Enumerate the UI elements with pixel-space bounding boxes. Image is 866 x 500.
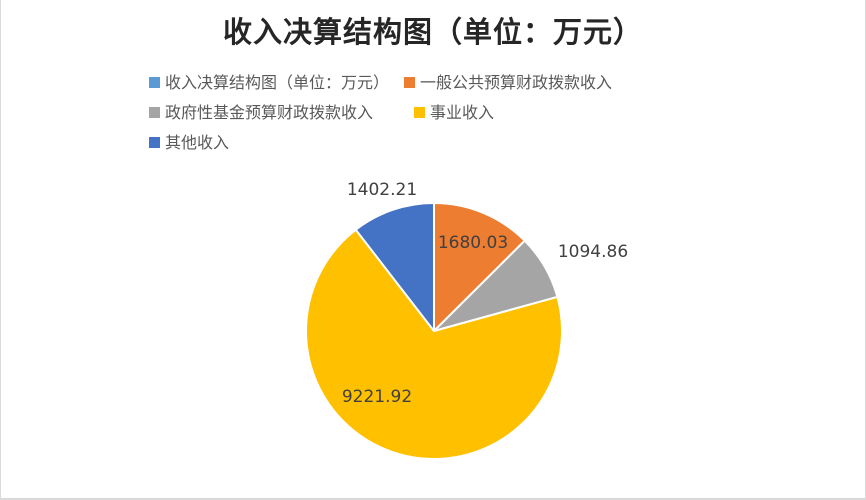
legend-label: 收入决算结构图（单位：万元） [165,73,390,92]
pie-label-business-income: 9221.92 [341,387,413,407]
legend-label: 其他收入 [165,133,230,152]
pie-slice-0 [433,202,526,332]
chart-title: 收入决算结构图（单位：万元） [222,15,643,49]
pie-slice-3 [354,202,435,332]
pie-label-general-public-budget: 1680.03 [437,233,509,253]
legend-item-general-public-budget: 一般公共预算财政拨款收入 [404,72,612,93]
pie-label-government-fund-budget: 1094.86 [557,242,629,262]
pie-label-other-income: 1402.21 [346,180,418,200]
legend-swatch-yellow [414,107,425,118]
pie-slice-2 [305,228,563,460]
legend-swatch-lightblue [149,77,160,88]
legend-label: 政府性基金预算财政拨款收入 [165,103,374,122]
legend-label: 事业收入 [430,103,495,122]
legend-item-business-income: 事业收入 [414,102,494,123]
legend-swatch-orange [404,77,415,88]
legend-item-government-fund-budget: 政府性基金预算财政拨款收入 [149,102,373,123]
legend-label: 一般公共预算财政拨款收入 [420,73,613,92]
legend-swatch-gray [149,107,160,118]
legend-swatch-blue [149,137,160,148]
legend-item-other-income: 其他收入 [149,132,229,153]
chart-legend: 收入决算结构图（单位：万元） 一般公共预算财政拨款收入 政府性基金预算财政拨款收… [1,0,865,160]
legend-item-series: 收入决算结构图（单位：万元） [149,72,389,93]
